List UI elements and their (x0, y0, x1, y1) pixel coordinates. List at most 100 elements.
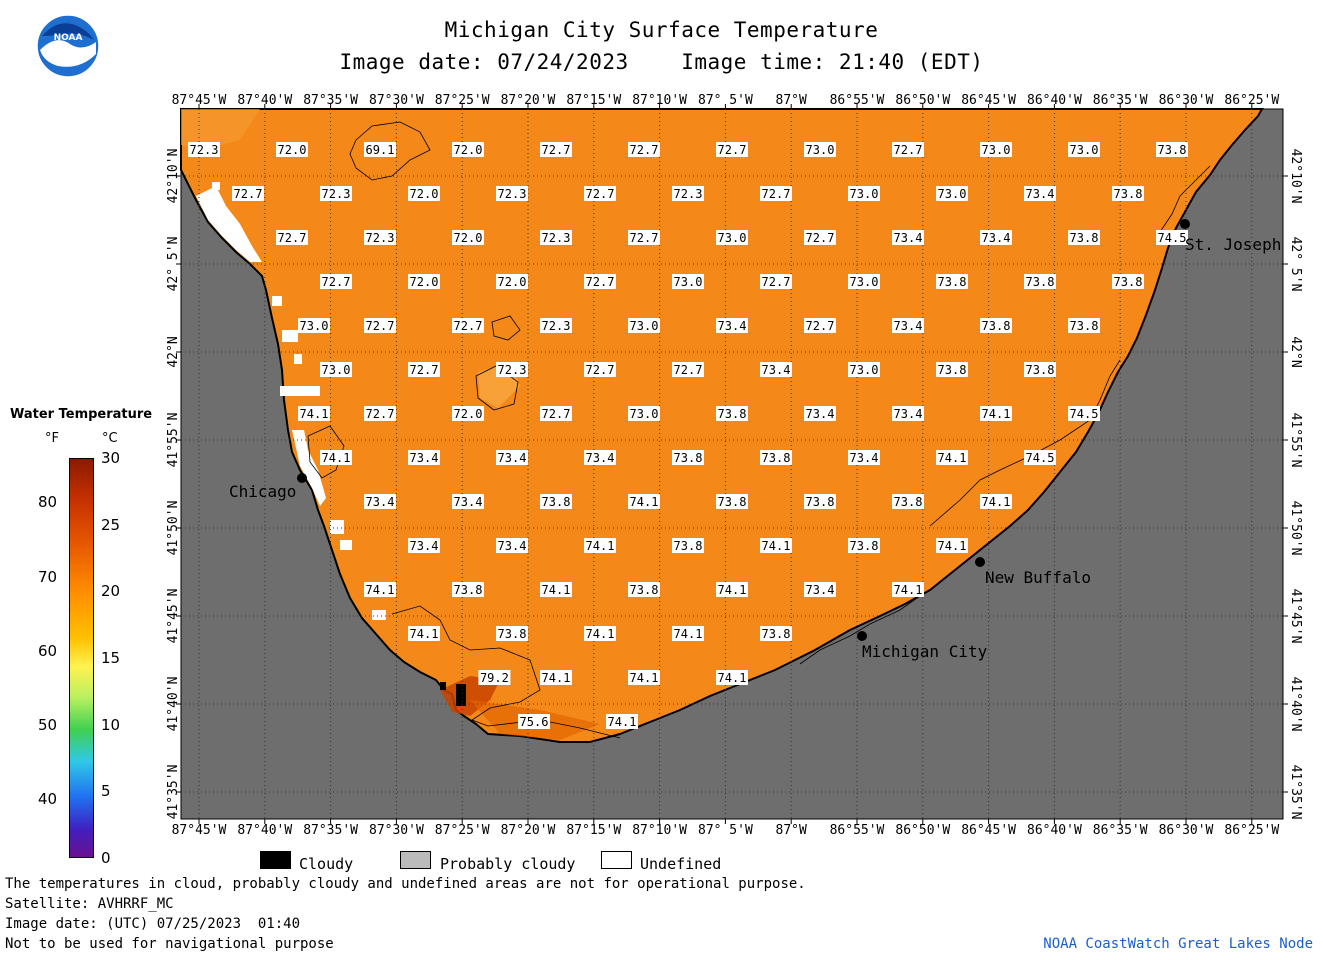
temp-label: 72.3 (496, 362, 528, 377)
temp-label: 74.5 (1156, 230, 1188, 245)
legend-c-tick: 25 (101, 515, 121, 534)
temp-label: 72.0 (408, 186, 440, 201)
temp-label: 72.7 (584, 274, 616, 289)
temp-label: 73.4 (848, 450, 880, 465)
temp-label: 74.1 (320, 450, 352, 465)
svg-text:73.8: 73.8 (850, 539, 879, 553)
lon-label: 87°40'W (237, 823, 292, 838)
temp-label: 72.0 (452, 230, 484, 245)
lon-label: 86°35'W (1093, 93, 1148, 108)
lon-label: 86°45'W (961, 93, 1016, 108)
temp-label: 74.1 (936, 450, 968, 465)
lat-label: 42° 5'N (166, 237, 181, 292)
svg-text:73.8: 73.8 (1158, 143, 1187, 157)
temp-label: 72.7 (584, 186, 616, 201)
temp-label: 72.3 (496, 186, 528, 201)
latitude-labels-right: 42°10'N 42° 5'N 42°N 41°55'N 41°50'N 41°45'N 4… (1288, 149, 1303, 820)
svg-text:73.4: 73.4 (850, 451, 879, 465)
temp-label: 73.8 (892, 494, 924, 509)
lon-label: 87° 5'W (698, 93, 753, 108)
temp-label: 73.0 (628, 406, 660, 421)
lon-label: 87°35'W (303, 93, 358, 108)
city-dot-chicago (297, 473, 307, 483)
lon-label: 86°40'W (1027, 93, 1082, 108)
city-label-chicago: Chicago (229, 482, 296, 501)
svg-text:74.1: 74.1 (630, 671, 659, 685)
image-date: Image date: 07/24/2023 (339, 50, 629, 74)
lat-label: 41°40'N (1288, 677, 1303, 732)
lon-label: 87° 5'W (698, 823, 753, 838)
lon-label: 87°20'W (501, 93, 556, 108)
temp-label: 73.8 (1112, 274, 1144, 289)
key-label-probably-cloudy: Probably cloudy (440, 855, 576, 873)
warm-patch (440, 676, 500, 716)
svg-text:72.7: 72.7 (718, 143, 747, 157)
svg-text:74.1: 74.1 (718, 583, 747, 597)
footer-disclaimer: The temperatures in cloud, probably clou… (5, 876, 806, 892)
lon-label: 86°25'W (1224, 823, 1279, 838)
svg-text:72.0: 72.0 (498, 275, 527, 289)
legend-c-tick: 10 (101, 715, 121, 734)
temp-label: 73.4 (496, 450, 528, 465)
lon-label: 87°25'W (435, 823, 490, 838)
temp-label: 74.1 (760, 538, 792, 553)
svg-text:72.0: 72.0 (454, 407, 483, 421)
lon-label: 87°20'W (501, 823, 556, 838)
temp-label: 73.8 (716, 494, 748, 509)
color-scale-bar (69, 458, 94, 858)
svg-text:74.1: 74.1 (982, 495, 1011, 509)
temp-label: 74.1 (936, 538, 968, 553)
legend-c-tick: 15 (101, 649, 121, 667)
svg-text:72.7: 72.7 (894, 143, 923, 157)
svg-text:72.3: 72.3 (366, 231, 395, 245)
lon-label: 87°W (776, 93, 807, 108)
temp-label: 73.8 (936, 362, 968, 377)
svg-text:72.3: 72.3 (542, 231, 571, 245)
temp-label: 74.1 (584, 626, 616, 641)
svg-text:73.8: 73.8 (718, 495, 747, 509)
svg-text:73.8: 73.8 (762, 451, 791, 465)
svg-text:74.1: 74.1 (586, 539, 615, 553)
temp-label: 73.4 (892, 406, 924, 421)
svg-text:73.0: 73.0 (674, 275, 703, 289)
svg-text:74.1: 74.1 (542, 671, 571, 685)
temp-label: 73.4 (980, 230, 1012, 245)
temp-label: 73.4 (408, 538, 440, 553)
key-swatch-cloudy (260, 851, 291, 869)
temp-label: 74.1 (408, 626, 440, 641)
temp-label: 73.8 (848, 538, 880, 553)
temp-label: 73.8 (1024, 274, 1056, 289)
footer-navigation-warning: Not to be used for navigational purpose (5, 936, 334, 952)
temp-label: 73.4 (892, 230, 924, 245)
temp-label: 69.1 (364, 142, 396, 157)
temp-label: 73.0 (716, 230, 748, 245)
svg-text:74.1: 74.1 (542, 583, 571, 597)
key-swatch-undefined (601, 851, 632, 869)
lat-label: 41°40'N (166, 677, 181, 732)
temp-label: 74.1 (540, 582, 572, 597)
svg-text:73.8: 73.8 (806, 495, 835, 509)
svg-text:73.0: 73.0 (1070, 143, 1099, 157)
svg-text:74.1: 74.1 (410, 627, 439, 641)
temp-label: 72.7 (672, 362, 704, 377)
temp-label: 72.7 (540, 142, 572, 157)
svg-text:73.8: 73.8 (674, 539, 703, 553)
svg-text:73.0: 73.0 (718, 231, 747, 245)
noaa-logo-icon: NOAA (36, 14, 100, 78)
temp-label: 72.7 (892, 142, 924, 157)
lat-label: 41°55'N (1288, 413, 1303, 468)
svg-text:74.5: 74.5 (1158, 231, 1187, 245)
lon-label: 87°15'W (566, 93, 621, 108)
lon-label: 86°35'W (1093, 823, 1148, 838)
svg-text:74.1: 74.1 (366, 583, 395, 597)
svg-text:72.7: 72.7 (762, 275, 791, 289)
longitude-labels-top: 87°45'W 87°40'W 87°35'W 87°30'W 87°25'W 87°20… (172, 93, 1280, 108)
svg-text:73.8: 73.8 (1114, 275, 1143, 289)
svg-text:73.0: 73.0 (630, 407, 659, 421)
svg-text:73.0: 73.0 (850, 275, 879, 289)
temp-label: 74.1 (364, 582, 396, 597)
temp-label: 73.8 (672, 450, 704, 465)
temp-label: 73.8 (496, 626, 528, 641)
temp-label: 73.4 (804, 406, 836, 421)
